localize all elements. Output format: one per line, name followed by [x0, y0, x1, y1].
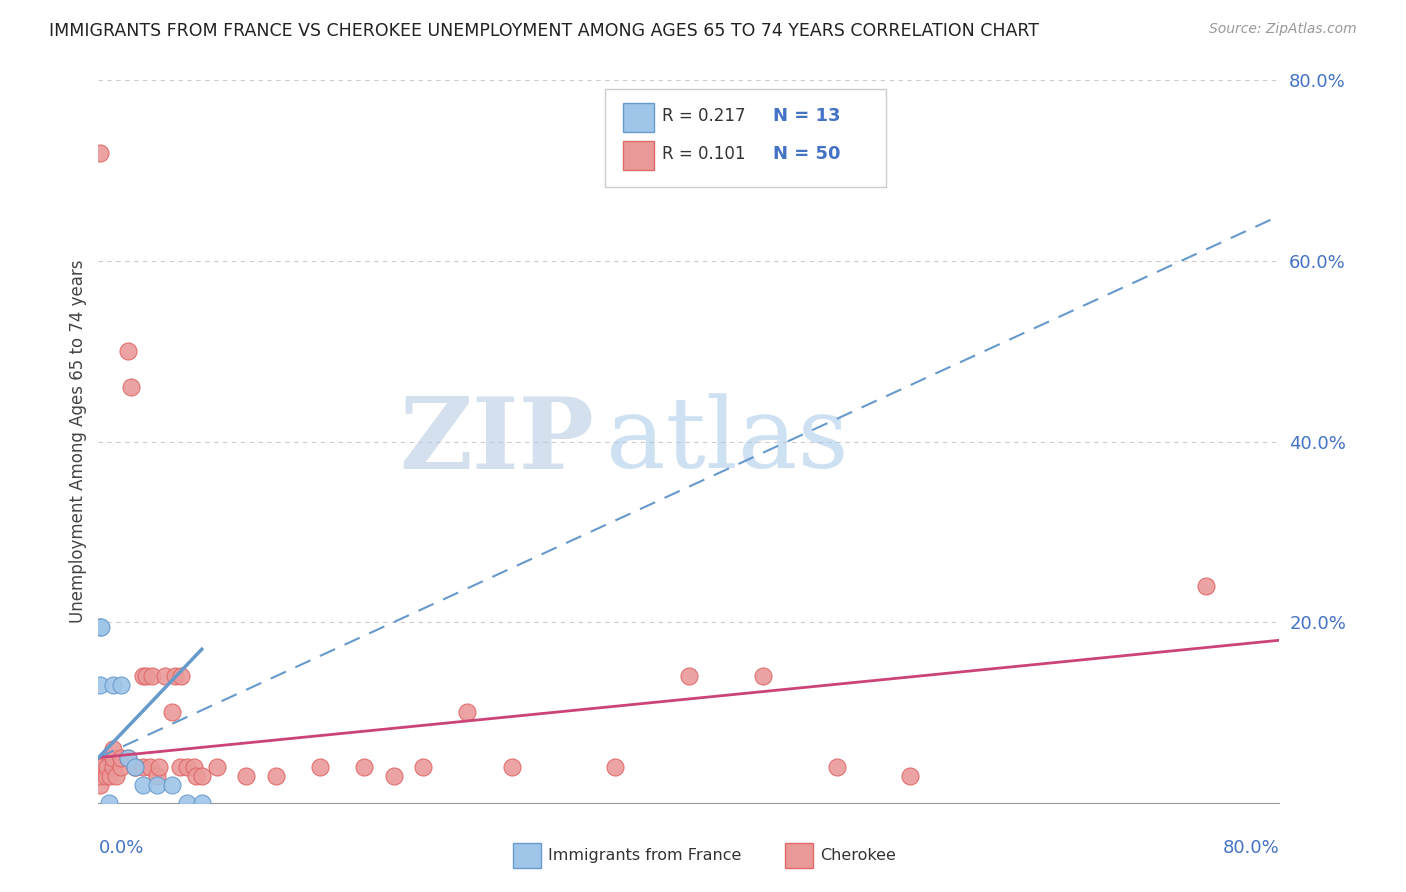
Point: [165, 669, 187, 683]
Point: [110, 750, 132, 764]
Point: [176, 796, 198, 810]
Point: [183, 760, 205, 774]
Point: [184, 769, 207, 783]
Text: 0.0%: 0.0%: [98, 838, 143, 857]
Text: N = 50: N = 50: [773, 145, 841, 163]
Y-axis label: Unemployment Among Ages 65 to 74 years: Unemployment Among Ages 65 to 74 years: [69, 260, 87, 624]
Text: ZIP: ZIP: [399, 393, 595, 490]
Point: [170, 669, 193, 683]
Point: [162, 706, 183, 720]
Point: [120, 380, 142, 394]
Point: [900, 769, 922, 783]
Point: [457, 706, 479, 720]
Point: [191, 769, 214, 783]
Point: [103, 750, 125, 764]
Point: [117, 344, 139, 359]
Text: IMMIGRANTS FROM FRANCE VS CHEROKEE UNEMPLOYMENT AMONG AGES 65 TO 74 YEARS CORREL: IMMIGRANTS FROM FRANCE VS CHEROKEE UNEMP…: [49, 22, 1039, 40]
Point: [169, 760, 191, 774]
Point: [141, 669, 163, 683]
Text: N = 13: N = 13: [773, 107, 841, 125]
Point: [105, 769, 128, 783]
Text: R = 0.101: R = 0.101: [662, 145, 745, 163]
Point: [90, 760, 112, 774]
Point: [103, 741, 125, 756]
Point: [205, 760, 228, 774]
Point: [103, 678, 125, 692]
Point: [94, 769, 117, 783]
Point: [89, 620, 111, 634]
Point: [89, 145, 111, 160]
Point: [124, 760, 146, 774]
Point: [412, 760, 434, 774]
Text: Cherokee: Cherokee: [820, 848, 896, 863]
Point: [110, 678, 132, 692]
Point: [146, 769, 169, 783]
Point: [135, 669, 157, 683]
Point: [97, 796, 120, 810]
Point: [148, 760, 170, 774]
Point: [117, 750, 139, 764]
Text: Source: ZipAtlas.com: Source: ZipAtlas.com: [1209, 22, 1357, 37]
Point: [146, 778, 169, 792]
Point: [89, 678, 111, 692]
Point: [191, 796, 214, 810]
Point: [176, 760, 198, 774]
Point: [132, 760, 155, 774]
Point: [162, 778, 183, 792]
Point: [139, 760, 162, 774]
Point: [89, 778, 111, 792]
Text: 80.0%: 80.0%: [1223, 838, 1279, 857]
Point: [98, 769, 121, 783]
Point: [309, 760, 332, 774]
Point: [235, 769, 257, 783]
Point: [96, 760, 118, 774]
Point: [89, 769, 111, 783]
Point: [264, 769, 287, 783]
Point: [90, 620, 112, 634]
Text: atlas: atlas: [606, 393, 849, 490]
Point: [117, 750, 139, 764]
Point: [1195, 579, 1218, 593]
Point: [124, 760, 146, 774]
Point: [124, 760, 146, 774]
Text: R = 0.217: R = 0.217: [662, 107, 745, 125]
Point: [153, 669, 176, 683]
Point: [103, 760, 125, 774]
Point: [678, 669, 700, 683]
Point: [132, 778, 155, 792]
Point: [89, 760, 111, 774]
Point: [382, 769, 405, 783]
Point: [752, 669, 775, 683]
Point: [132, 669, 155, 683]
Point: [110, 760, 132, 774]
Point: [501, 760, 523, 774]
Point: [825, 760, 848, 774]
Text: Immigrants from France: Immigrants from France: [548, 848, 742, 863]
Point: [605, 760, 627, 774]
Point: [353, 760, 375, 774]
